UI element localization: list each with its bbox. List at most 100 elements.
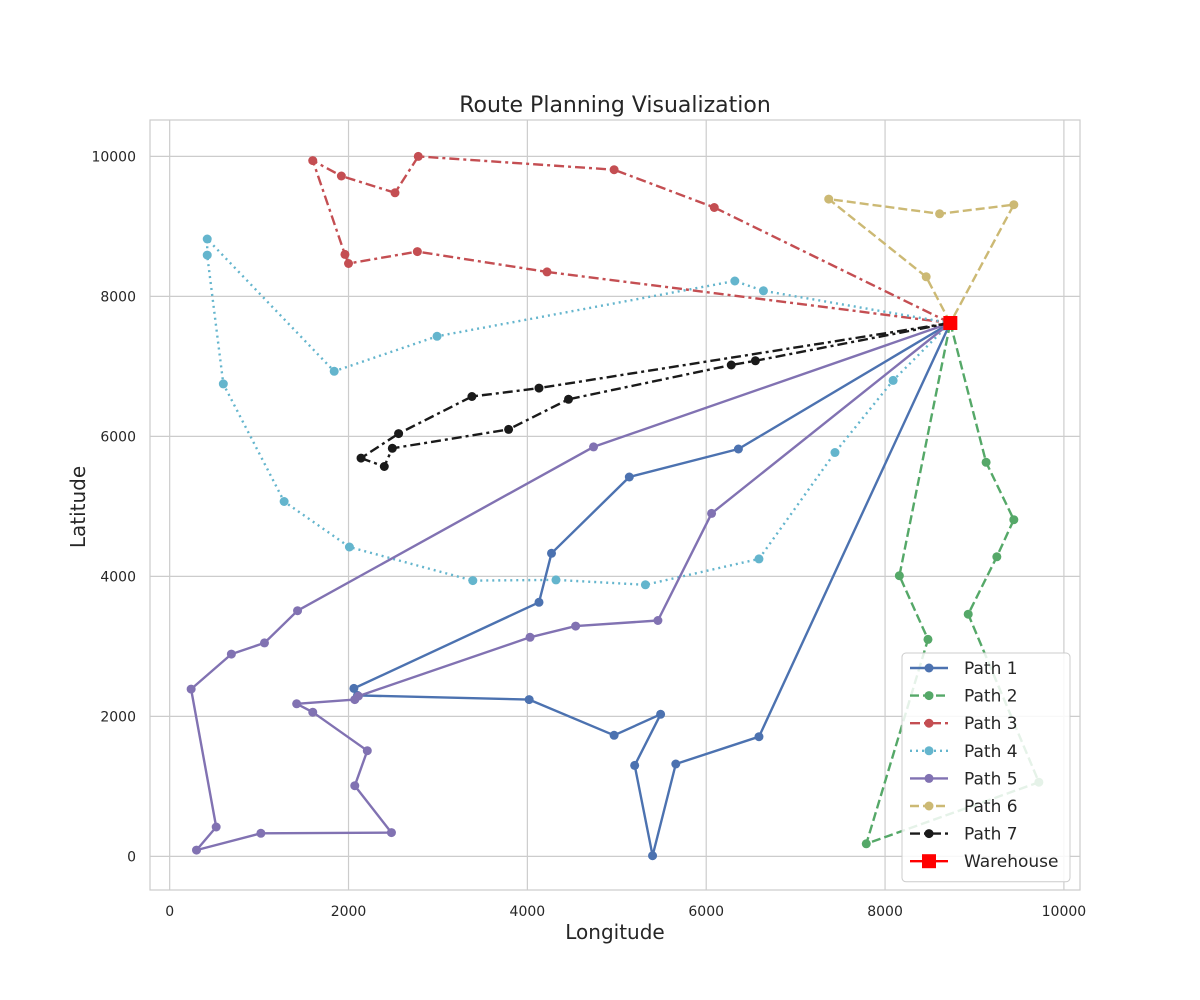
legend-swatch-marker	[924, 663, 934, 673]
legend-entry: Path 2	[910, 687, 1018, 707]
data-point	[1009, 200, 1019, 210]
legend-entry: Path 3	[910, 714, 1018, 734]
legend-entry: Path 5	[910, 769, 1018, 789]
series-path-4	[202, 234, 955, 590]
data-point	[609, 165, 619, 175]
plot-frame	[149, 119, 1081, 891]
legend-label: Path 4	[964, 742, 1018, 762]
data-point	[921, 272, 931, 282]
data-point	[379, 462, 389, 471]
legend-label: Path 1	[964, 659, 1018, 679]
data-point	[292, 699, 302, 709]
y-tick-label: 4000	[100, 569, 136, 585]
legend-swatch-marker	[924, 718, 934, 728]
chart-title: Route Planning Visualization	[459, 93, 771, 118]
depot-layer	[943, 316, 958, 330]
y-tick-label: 10000	[91, 149, 136, 165]
legend-entry: Path 6	[910, 797, 1018, 817]
x-axis-label: Longitude	[565, 920, 664, 944]
data-point	[308, 156, 318, 166]
data-point	[340, 249, 350, 259]
data-point	[226, 649, 236, 659]
series-layer	[186, 151, 1044, 861]
data-point	[992, 552, 1002, 562]
data-point	[350, 695, 360, 705]
legend-label: Path 2	[964, 687, 1018, 707]
data-point	[1009, 515, 1019, 525]
data-point	[349, 683, 359, 693]
y-axis-label: Latitude	[66, 466, 90, 548]
legend-label: Path 5	[964, 769, 1018, 789]
data-point	[640, 580, 650, 590]
legend-entry: Path 4	[910, 742, 1018, 762]
data-point	[192, 845, 201, 855]
data-point	[329, 366, 339, 376]
data-point	[923, 634, 933, 644]
y-tick-label: 0	[127, 849, 136, 865]
data-point	[758, 286, 768, 296]
data-point	[981, 457, 991, 467]
data-point	[344, 542, 354, 552]
data-point	[653, 616, 663, 625]
legend-swatch-marker	[924, 691, 934, 701]
data-point	[547, 548, 557, 558]
legend-label: Path 7	[964, 825, 1018, 845]
data-point	[963, 609, 973, 619]
legend: Path 1 Path 2 Path 3 Path 4 Path 5 Path 6 Path…	[901, 652, 1071, 883]
legend-label: Warehouse	[964, 852, 1058, 872]
legend-entry: Path 7	[910, 825, 1018, 845]
data-point	[412, 247, 422, 257]
data-point	[824, 194, 834, 204]
data-point	[468, 576, 478, 586]
data-point	[390, 188, 400, 198]
data-point	[186, 684, 196, 694]
data-point	[542, 267, 552, 277]
x-tick-label: 6000	[688, 904, 724, 920]
data-point	[524, 695, 534, 705]
data-point	[356, 453, 366, 463]
data-point	[733, 444, 743, 454]
data-point	[571, 621, 581, 631]
data-point	[707, 508, 717, 518]
warehouse-marker	[943, 316, 958, 330]
data-point	[344, 259, 354, 268]
series-line	[311, 155, 951, 325]
legend-entry: Path 1	[910, 659, 1018, 679]
data-point	[350, 781, 360, 791]
x-tick-label: 2000	[331, 904, 367, 920]
data-point	[202, 250, 212, 260]
data-point	[202, 234, 212, 244]
data-point	[888, 375, 898, 385]
data-point	[624, 472, 634, 482]
data-point	[754, 732, 764, 742]
data-point	[387, 443, 397, 453]
data-point	[671, 759, 681, 769]
data-point	[525, 632, 535, 642]
y-tick-label: 6000	[100, 429, 136, 445]
data-point	[218, 379, 228, 389]
y-tick-label: 8000	[100, 289, 136, 305]
legend-swatch-marker	[924, 773, 934, 783]
legend-label: Path 6	[964, 797, 1018, 817]
data-point	[279, 497, 289, 506]
data-point	[656, 709, 666, 719]
y-tick-label: 2000	[100, 709, 136, 725]
data-point	[648, 851, 658, 861]
legend-swatch-marker	[924, 801, 934, 811]
data-point	[432, 331, 442, 341]
data-point	[362, 746, 372, 756]
data-point	[894, 571, 904, 581]
data-point	[256, 828, 266, 838]
x-tick-label: 10000	[1042, 904, 1087, 920]
data-point	[630, 760, 640, 770]
legend-entry: Warehouse	[910, 852, 1058, 872]
x-tick-label: 0	[165, 904, 174, 920]
data-point	[564, 394, 573, 404]
data-point	[308, 707, 318, 717]
data-point	[386, 828, 396, 838]
series-line	[827, 197, 1015, 324]
legend-swatch-marker	[924, 746, 934, 756]
legend-swatch-marker	[924, 829, 934, 839]
data-point	[467, 392, 477, 401]
data-point	[413, 151, 423, 161]
